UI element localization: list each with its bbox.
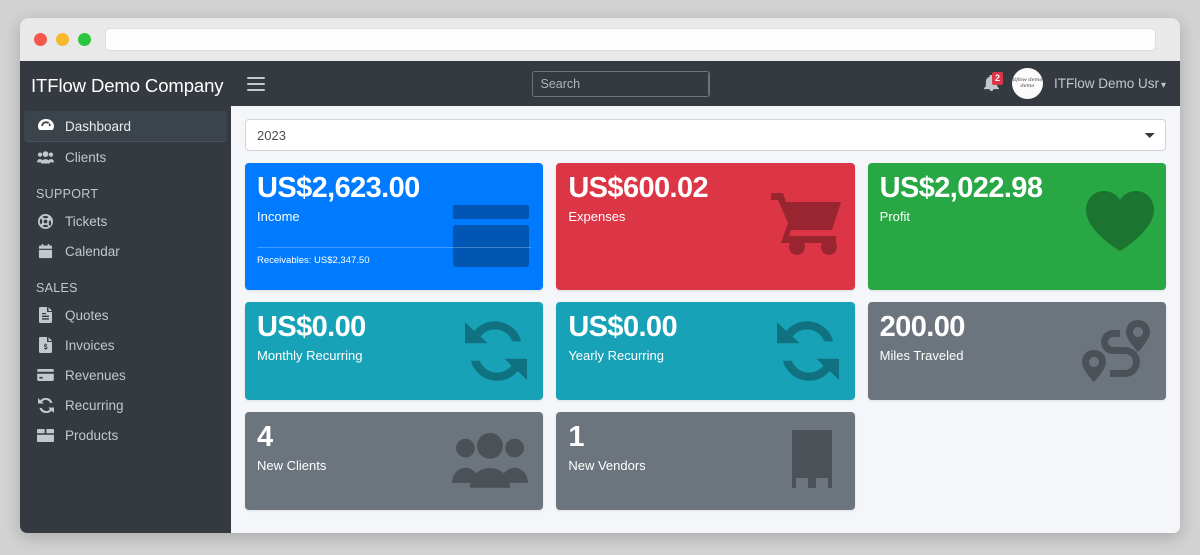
sidebar-item-revenues[interactable]: Revenues: [24, 360, 227, 390]
card-value: US$0.00: [257, 311, 366, 343]
avatar[interactable]: itflow demo demo: [1011, 68, 1043, 99]
search-button[interactable]: [708, 71, 710, 96]
sidebar-item-quotes[interactable]: Quotes: [24, 300, 227, 330]
card-value: US$600.02: [568, 172, 709, 204]
sidebar-item-recurring[interactable]: Recurring: [24, 390, 227, 420]
card-value: 4: [257, 421, 273, 453]
maximize-window-button[interactable]: [78, 33, 91, 46]
stat-card-monthly-recurring[interactable]: US$0.00 Monthly Recurring: [245, 302, 544, 400]
card-label: Income: [257, 209, 300, 225]
notifications-button[interactable]: 2: [983, 71, 1003, 93]
card-body: US$0.00 Monthly Recurring: [245, 302, 543, 374]
sync-icon: [36, 397, 55, 413]
lifebuoy-icon: [36, 213, 55, 229]
sidebar-item-label: Invoices: [65, 337, 115, 353]
card-label: Expenses: [568, 209, 626, 225]
close-window-button[interactable]: [34, 33, 47, 46]
card-label: New Vendors: [568, 458, 646, 474]
sidebar-item-calendar[interactable]: Calendar: [24, 236, 227, 266]
chevron-down-icon: ▾: [1160, 80, 1167, 91]
sidebar-section-sales: SALES: [36, 281, 78, 295]
sidebar-item-tickets[interactable]: Tickets: [24, 206, 227, 236]
search-input[interactable]: [533, 71, 709, 96]
stat-cards-row-2: US$0.00 Monthly Recurring US$0.00 Yearly…: [245, 302, 1166, 400]
sidebar-item-label: Clients: [65, 149, 107, 165]
sidebar-nav: Dashboard Clients SUPPORT Tickets: [20, 111, 231, 450]
avatar-text-line1: itflow demo: [1012, 77, 1043, 83]
search-icon: [709, 77, 710, 90]
calendar-icon: [36, 243, 55, 259]
card-body: 4 New Clients: [245, 412, 543, 484]
user-menu[interactable]: ITFlow Demo Usr ▾: [1054, 76, 1166, 91]
sidebar-section-support: SUPPORT: [36, 187, 99, 201]
card-body: 200.00 Miles Traveled: [868, 302, 1166, 374]
dashboard-body: 2023 US$2,623.00 Income Receivables: US$…: [231, 106, 1180, 533]
card-body: US$0.00 Yearly Recurring: [556, 302, 854, 374]
stat-cards-row-1: US$2,623.00 Income Receivables: US$2,347…: [245, 163, 1166, 290]
application-root: ITFlow Demo Company Dashboard Clients SU…: [20, 61, 1180, 533]
sidebar-item-label: Calendar: [65, 243, 120, 259]
content-area: 2 itflow demo demo ITFlow Demo Usr▾ 2023: [231, 61, 1180, 533]
file-dollar-icon: [36, 337, 55, 353]
sidebar-item-label: Revenues: [65, 367, 126, 383]
card-label: New Clients: [257, 458, 327, 474]
card-value: 1: [568, 421, 584, 453]
stat-card-expenses[interactable]: US$600.02 Expenses: [556, 163, 855, 290]
sidebar-item-invoices[interactable]: Invoices: [24, 330, 227, 360]
card-label: Yearly Recurring: [568, 348, 664, 364]
file-invoice-icon: [36, 307, 55, 323]
minimize-window-button[interactable]: [56, 33, 69, 46]
card-value: US$0.00: [568, 311, 677, 343]
sidebar-item-label: Tickets: [65, 213, 108, 229]
sidebar-item-label: Products: [65, 427, 119, 443]
avatar-text-line2: demo: [1020, 82, 1035, 89]
user-name-label: ITFlow Demo Usr: [1053, 76, 1159, 91]
hamburger-icon[interactable]: [247, 76, 265, 91]
stat-cards-row-3: 4 New Clients 1 New Vendors: [245, 412, 1166, 510]
box-icon: [36, 427, 55, 443]
sidebar-item-dashboard[interactable]: Dashboard: [24, 111, 227, 142]
notification-count-badge: 2: [991, 71, 1003, 85]
search-box: [532, 70, 711, 97]
window-controls: [34, 33, 91, 46]
stat-card-miles-traveled[interactable]: 200.00 Miles Traveled: [867, 302, 1166, 400]
card-value: 200.00: [879, 311, 966, 343]
sidebar-item-label: Recurring: [65, 397, 124, 413]
card-footer: Receivables: US$2,347.50: [257, 247, 532, 274]
url-bar-input[interactable]: [105, 28, 1156, 51]
card-label: Profit: [879, 209, 910, 225]
navbar-right-group: 2 itflow demo demo ITFlow Demo Usr ▾: [983, 68, 1166, 99]
top-navbar: 2 itflow demo demo ITFlow Demo Usr▾: [231, 61, 1180, 106]
card-value: US$2,623.00: [257, 172, 420, 204]
stat-card-income[interactable]: US$2,623.00 Income Receivables: US$2,347…: [245, 163, 544, 290]
stat-card-new-clients[interactable]: 4 New Clients: [245, 412, 544, 510]
sidebar-item-clients[interactable]: Clients: [24, 142, 227, 172]
sidebar-item-label: Dashboard: [65, 118, 132, 134]
card-body: 1 New Vendors: [556, 412, 854, 484]
sidebar: ITFlow Demo Company Dashboard Clients SU…: [20, 61, 231, 533]
stat-card-new-vendors[interactable]: 1 New Vendors: [556, 412, 855, 510]
sidebar-item-label: Quotes: [65, 307, 109, 323]
users-icon: [36, 149, 55, 165]
stat-card-yearly-recurring[interactable]: US$0.00 Yearly Recurring: [556, 302, 855, 400]
sidebar-item-products[interactable]: Products: [24, 420, 227, 450]
dashboard-gauge-icon: [36, 118, 55, 134]
card-value: US$2,022.98: [879, 172, 1043, 204]
card-body: US$2,623.00 Income: [245, 163, 543, 235]
card-label: Miles Traveled: [879, 348, 964, 364]
stat-cards-row-3-spacer: [868, 412, 1166, 510]
credit-card-icon: [36, 367, 55, 383]
browser-titlebar: [20, 18, 1180, 61]
card-body: US$600.02 Expenses: [556, 163, 854, 235]
year-filter-select[interactable]: 2023: [245, 119, 1166, 151]
brand-title: ITFlow Demo Company: [31, 75, 224, 96]
card-body: US$2,022.98 Profit: [868, 163, 1166, 235]
card-label: Monthly Recurring: [257, 348, 363, 364]
browser-window: ITFlow Demo Company Dashboard Clients SU…: [20, 18, 1180, 533]
stat-card-profit[interactable]: US$2,022.98 Profit: [867, 163, 1166, 290]
